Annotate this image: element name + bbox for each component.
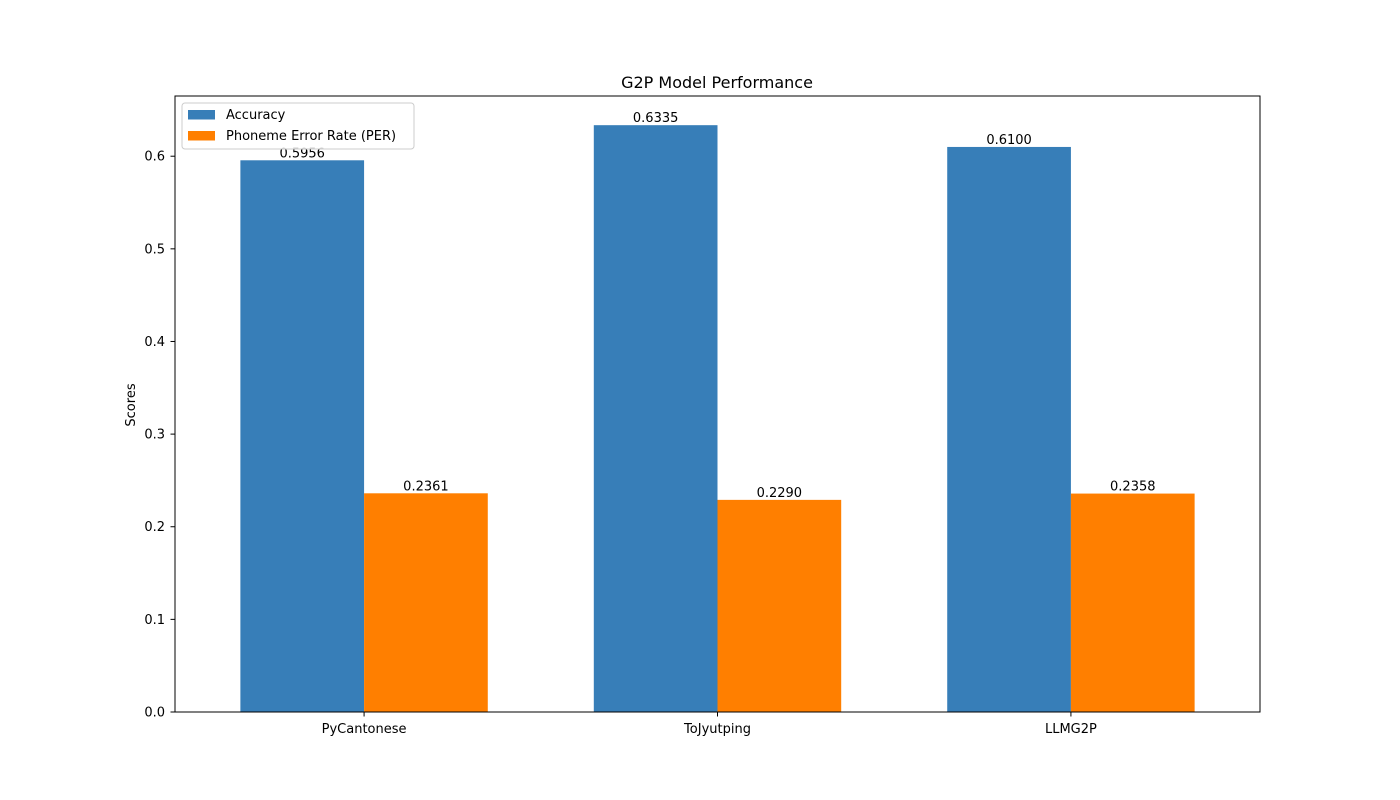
bar-per-tojyutping (717, 499, 842, 712)
bars-layer (240, 125, 1195, 713)
y-tick-label: 0.6 (144, 150, 165, 165)
y-tick-label: 0.5 (144, 242, 165, 257)
bar-per-llmg2p (1070, 493, 1195, 712)
y-tick-label: 0.4 (144, 335, 165, 350)
plot-frame (174, 95, 1261, 713)
legend-label: Phoneme Error Rate (PER) (226, 129, 396, 144)
legend-swatch (188, 131, 215, 141)
bar-value-label: 0.6100 (986, 133, 1032, 148)
x-tick-label: ToJyutping (683, 722, 751, 737)
legend-box (181, 102, 415, 150)
legend: Accuracy Phoneme Error Rate (PER) (181, 102, 415, 150)
y-tick-label: 0.3 (144, 428, 165, 443)
legend-swatch (188, 110, 215, 120)
bar-value-label: 0.2361 (403, 479, 449, 494)
bar-value-label: 0.2358 (1110, 480, 1156, 495)
y-tick-label: 0.2 (144, 520, 165, 535)
x-tick-label: LLMG2P (1045, 722, 1097, 737)
bar-accuracy-tojyutping (593, 125, 718, 713)
bar-accuracy-llmg2p (947, 146, 1071, 712)
bar-value-label: 0.6335 (633, 111, 679, 126)
bar-per-pycantonese (364, 493, 488, 712)
y-axis-label: Scores (124, 383, 139, 426)
bar-accuracy-pycantonese (240, 160, 365, 713)
y-tick-label: 0.1 (144, 613, 165, 628)
bar-value-label: 0.5956 (279, 146, 325, 161)
x-axis: PyCantonese ToJyutping LLMG2P (322, 712, 1097, 737)
x-tick-label: PyCantonese (322, 722, 407, 737)
bar-value-label: 0.2290 (757, 486, 803, 501)
chart-title: G2P Model Performance (621, 73, 813, 92)
y-tick-label: 0.0 (144, 706, 165, 721)
bar-labels-layer: 0.5956 0.2361 0.6335 0.2290 0.6100 0.2358 (279, 111, 1155, 501)
legend-label: Accuracy (226, 108, 286, 123)
y-axis: 0.0 0.1 0.2 0.3 0.4 0.5 0.6 (144, 150, 175, 721)
